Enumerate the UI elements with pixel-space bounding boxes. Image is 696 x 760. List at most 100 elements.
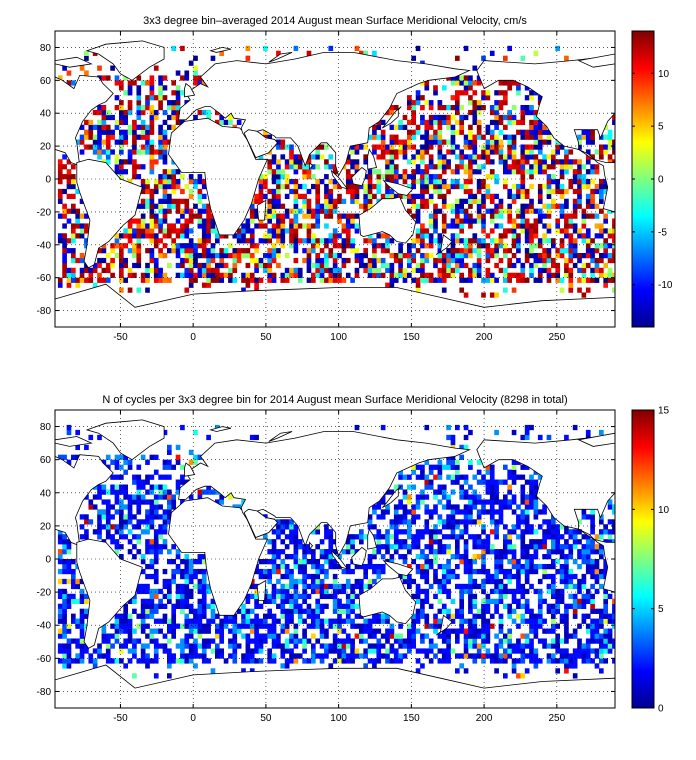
bin-cell: [415, 588, 421, 595]
bin-cell: [511, 139, 517, 145]
bin-cell: [311, 613, 316, 619]
bin-cell: [424, 124, 430, 130]
bin-cell: [529, 105, 534, 111]
bin-cell: [254, 638, 259, 644]
bin-cell: [140, 613, 146, 619]
bin-cell: [524, 603, 530, 609]
bin-cell: [585, 643, 591, 649]
bin-cell: [145, 139, 150, 145]
bin-cell: [105, 134, 111, 140]
bin-cell: [302, 248, 307, 254]
bin-cell: [380, 633, 386, 639]
bin-cell: [71, 179, 76, 185]
bin-cell: [420, 554, 425, 560]
bin-cell: [428, 233, 434, 239]
bin-cell: [455, 164, 460, 170]
bin-cell: [529, 262, 534, 269]
bin-cell: [542, 139, 547, 145]
bin-cell: [114, 628, 120, 634]
bin-cell: [119, 544, 124, 550]
bin-cell: [599, 223, 604, 229]
bin-cell: [293, 223, 299, 229]
bin-cell: [551, 198, 556, 204]
bin-cell: [389, 154, 395, 160]
bin-cell: [468, 559, 473, 565]
bin-cell: [62, 65, 67, 71]
bin-cell: [354, 267, 360, 274]
bin-cell: [398, 272, 403, 278]
bin-cell: [599, 618, 604, 624]
bin-cell: [511, 144, 517, 150]
bin-cell: [180, 198, 185, 204]
bin-cell: [485, 129, 491, 135]
bin-cell: [276, 643, 281, 649]
bin-cell: [297, 154, 303, 160]
bin-cell: [123, 119, 129, 126]
bin-cell: [92, 139, 98, 145]
bin-cell: [385, 633, 390, 639]
bin-cell: [420, 588, 425, 595]
bin-cell: [297, 613, 303, 619]
bin-cell: [149, 489, 155, 495]
bin-cell: [311, 573, 316, 580]
bin-cell: [511, 618, 517, 624]
bin-cell: [206, 267, 211, 274]
bin-cell: [494, 208, 499, 214]
bin-cell: [546, 658, 552, 664]
bin-cell: [503, 164, 508, 170]
bin-cell: [516, 504, 521, 510]
bin-cell: [520, 583, 526, 590]
bin-cell: [551, 159, 556, 165]
bin-cell: [180, 598, 185, 604]
bin-cell: [167, 193, 172, 200]
bin-cell: [507, 504, 513, 510]
bin-cell: [581, 658, 587, 664]
bin-cell: [271, 623, 277, 629]
bin-cell: [184, 208, 190, 214]
bin-cell: [289, 653, 294, 659]
bin-cell: [149, 124, 155, 130]
bin-cell: [367, 262, 373, 269]
bin-cell: [92, 494, 98, 500]
bin-cell: [481, 198, 486, 204]
bin-cell: [372, 50, 377, 56]
bin-cell: [201, 658, 207, 664]
bin-cell: [245, 272, 251, 278]
bin-cell: [171, 198, 177, 204]
bin-cell: [114, 139, 120, 145]
bin-cell: [393, 514, 399, 520]
bin-cell: [201, 282, 207, 288]
bin-cell: [311, 213, 316, 219]
bin-cell: [127, 149, 133, 155]
bin-cell: [385, 159, 390, 165]
bin-cell: [284, 183, 290, 190]
bin-cell: [110, 65, 115, 71]
bin-cell: [171, 568, 177, 575]
bin-cell: [537, 134, 543, 140]
bin-cell: [241, 613, 246, 619]
bin-cell: [267, 203, 273, 209]
bin-cell: [372, 193, 377, 200]
bin-cell: [167, 223, 172, 229]
bin-cell: [468, 628, 473, 634]
bin-cell: [332, 573, 338, 580]
bin-cell: [516, 534, 521, 540]
bin-cell: [398, 253, 403, 259]
bin-cell: [472, 262, 478, 269]
bin-cell: [424, 618, 430, 624]
bin-cell: [66, 578, 72, 585]
bin-cell: [468, 218, 473, 224]
bin-cell: [581, 267, 587, 274]
bin-cell: [324, 529, 329, 535]
bin-cell: [402, 554, 408, 560]
bin-cell: [132, 248, 137, 254]
bin-cell: [516, 277, 521, 283]
bin-cell: [228, 613, 233, 619]
bin-cell: [568, 568, 574, 575]
bin-cell: [507, 144, 513, 150]
x-tick-label: 150: [403, 332, 420, 343]
bin-cell: [62, 534, 67, 540]
bin-cell: [57, 603, 63, 609]
bin-cell: [577, 643, 582, 649]
bin-cell: [590, 154, 595, 160]
